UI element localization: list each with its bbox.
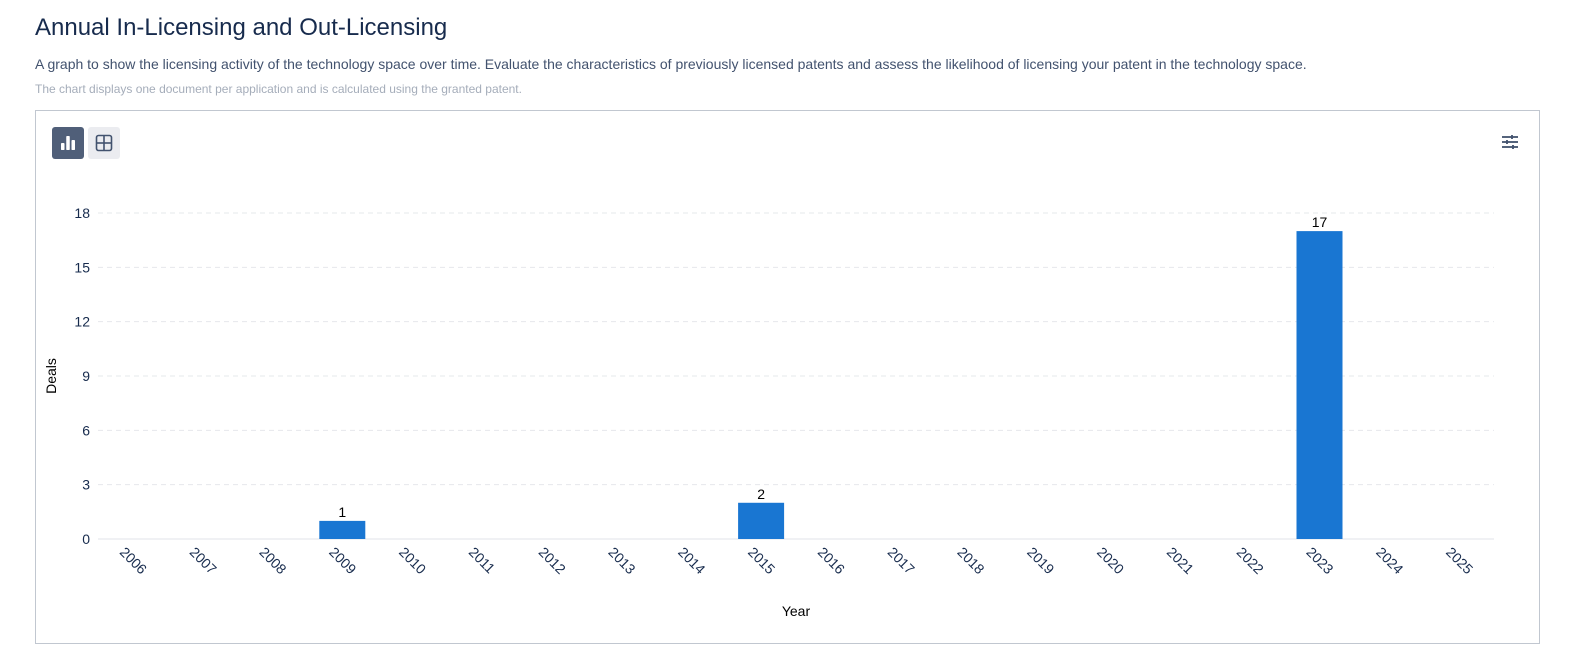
x-tick-label: 2025 <box>1443 544 1476 577</box>
x-tick-label: 2022 <box>1234 544 1267 577</box>
page-description: A graph to show the licensing activity o… <box>35 55 1568 73</box>
chart-panel: 0 3 6 9 12 15 18 2006 2007 2008 1 2009 2010 2011 2012 2… <box>35 110 1540 644</box>
bar[interactable] <box>1297 231 1343 539</box>
y-tick-label: 12 <box>74 314 90 330</box>
y-axis-title: Deals <box>43 358 59 394</box>
x-tick-label: 2008 <box>256 544 289 577</box>
x-tick-label: 2006 <box>117 544 150 577</box>
bar-data-label: 2 <box>757 486 765 502</box>
y-tick-label: 9 <box>82 368 90 384</box>
x-tick-label: 2018 <box>954 544 987 577</box>
x-tick-label: 2016 <box>815 544 848 577</box>
x-tick-label: 2007 <box>187 544 220 577</box>
bar-chart: 0 3 6 9 12 15 18 2006 2007 2008 1 2009 2010 2011 2012 2… <box>36 111 1539 643</box>
bar-data-label: 17 <box>1312 214 1328 230</box>
page-note: The chart displays one document per appl… <box>35 81 1568 97</box>
x-tick-label: 2015 <box>745 544 778 577</box>
x-tick-label: 2009 <box>326 544 359 577</box>
y-tick-label: 15 <box>74 259 90 275</box>
x-tick-label: 2023 <box>1303 544 1336 577</box>
bar[interactable] <box>738 503 784 539</box>
x-tick-label: 2014 <box>675 544 708 577</box>
x-tick-label: 2010 <box>396 544 429 577</box>
x-axis-title: Year <box>782 603 811 619</box>
y-tick-label: 3 <box>82 477 90 493</box>
bar-data-label: 1 <box>338 504 346 520</box>
x-tick-label: 2024 <box>1373 544 1406 577</box>
x-tick-label: 2011 <box>466 544 499 577</box>
x-tick-label: 2012 <box>536 544 569 577</box>
page-title: Annual In-Licensing and Out-Licensing <box>35 14 1568 42</box>
y-tick-label: 0 <box>82 531 90 547</box>
x-tick-label: 2021 <box>1164 544 1197 577</box>
x-tick-label: 2013 <box>605 544 638 577</box>
bar[interactable] <box>319 521 365 539</box>
x-tick-label: 2020 <box>1094 544 1127 577</box>
x-tick-label: 2017 <box>885 544 918 577</box>
y-tick-label: 18 <box>74 205 90 221</box>
page-header: Annual In-Licensing and Out-Licensing A … <box>35 14 1568 97</box>
x-tick-label: 2019 <box>1024 544 1057 577</box>
y-tick-label: 6 <box>82 422 90 438</box>
